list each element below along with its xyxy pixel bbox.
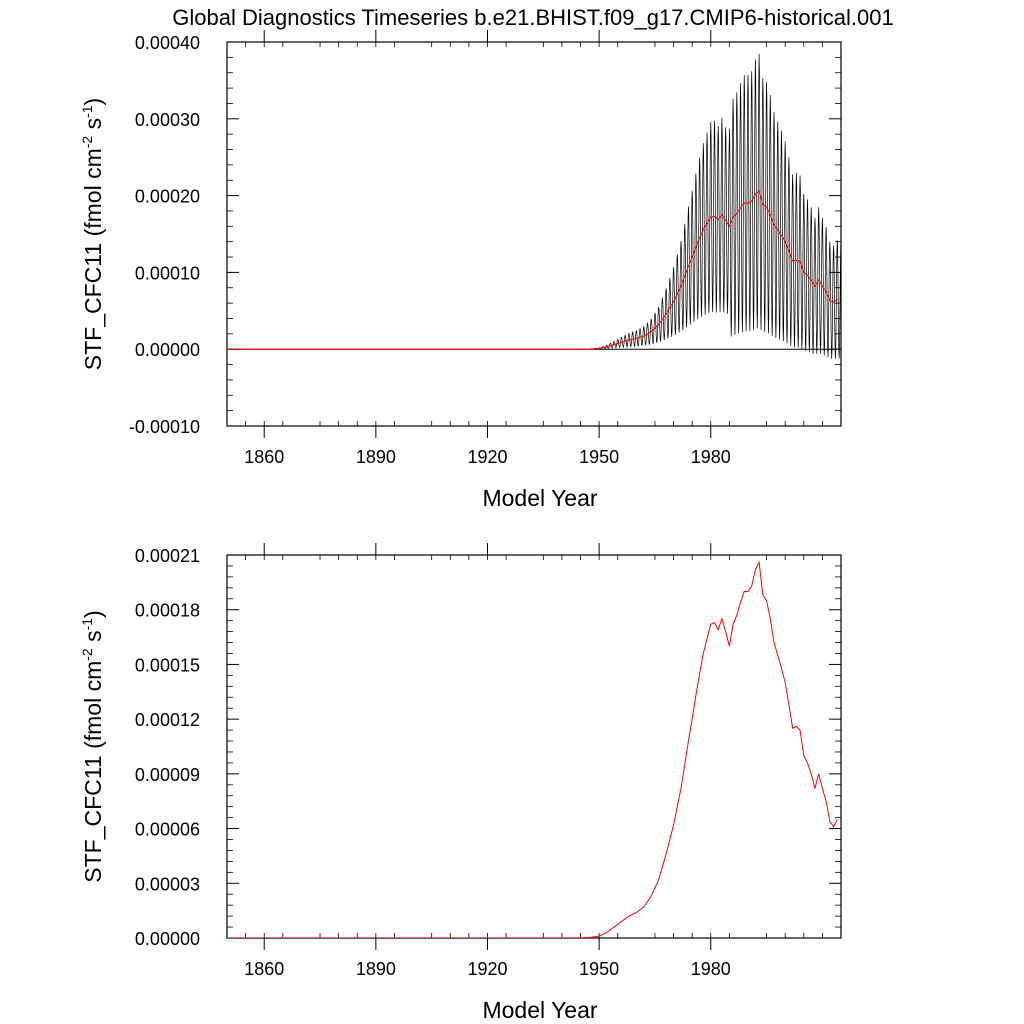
y-tick-label: 0.00015 xyxy=(135,655,200,675)
y-tick-label: 0.00020 xyxy=(135,187,200,207)
x-tick-label: 1890 xyxy=(356,959,396,979)
y-tick-label: 0.00012 xyxy=(135,710,200,730)
y-axis-label: STF_CFC11 (fmol cm-2 s-1) xyxy=(79,610,106,882)
plot-frame xyxy=(226,41,842,427)
x-tick-label: 1950 xyxy=(579,959,619,979)
bottom-panel: 1860 1890 1920 1950 1980 0.00000 0.00003 0.0000… xyxy=(79,543,842,1023)
x-tick-label: 1950 xyxy=(579,447,619,467)
y-tick-label: 0.00018 xyxy=(135,601,200,621)
top-panel: 1860 1890 1920 1950 1980 -0.00010 0.00000 0.000… xyxy=(79,30,842,511)
x-tick-label: 1980 xyxy=(691,447,731,467)
figure-title: Global Diagnostics Timeseries b.e21.BHIS… xyxy=(172,5,893,30)
y-tick-label: 0.00000 xyxy=(135,929,200,949)
x-axis-label: Model Year xyxy=(482,485,597,511)
y-tick-label: 0.00021 xyxy=(135,546,200,566)
plot-area xyxy=(227,560,838,938)
x-tick-label: 1920 xyxy=(467,447,507,467)
series-monthly-line xyxy=(227,54,841,359)
y-tick-label: 0.00000 xyxy=(135,340,200,360)
plot-area xyxy=(227,54,841,359)
x-tick-label: 1980 xyxy=(691,959,731,979)
y-tick-label: 0.00009 xyxy=(135,765,200,785)
y-tick-label: -0.00010 xyxy=(129,417,200,437)
y-tick-label: 0.00030 xyxy=(135,110,200,130)
series-annual-mean-line xyxy=(227,190,838,350)
x-tick-label: 1860 xyxy=(244,959,284,979)
x-axis-label: Model Year xyxy=(482,997,597,1023)
y-tick-label: 0.00003 xyxy=(135,874,200,894)
y-tick-label: 0.00010 xyxy=(135,263,200,283)
x-tick-label: 1890 xyxy=(356,447,396,467)
x-tick-label: 1920 xyxy=(467,959,507,979)
y-tick-label: 0.00040 xyxy=(135,33,200,53)
plot-frame xyxy=(226,554,842,939)
x-tick-label: 1860 xyxy=(244,447,284,467)
y-tick-label: 0.00006 xyxy=(135,820,200,840)
series-annual-mean-line xyxy=(227,560,838,938)
y-axis-label: STF_CFC11 (fmol cm-2 s-1) xyxy=(79,98,106,370)
